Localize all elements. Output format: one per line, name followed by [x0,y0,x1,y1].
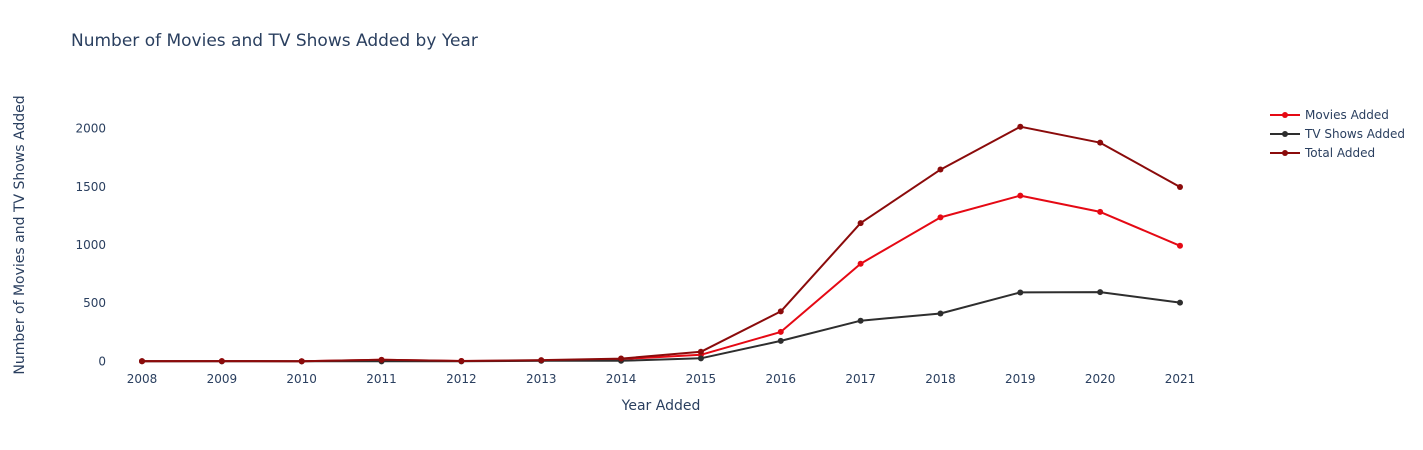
data-point[interactable] [1097,139,1104,146]
x-tick-label: 2020 [1085,372,1116,386]
y-tick-label: 500 [83,296,106,310]
y-tick-label: 2000 [75,122,106,136]
data-point[interactable] [697,355,704,362]
data-point[interactable] [218,358,225,365]
data-point[interactable] [1017,123,1024,130]
data-point[interactable] [139,358,145,365]
data-point[interactable] [857,260,864,267]
chart-title: Number of Movies and TV Shows Added by Y… [71,31,478,51]
x-tick-label: 2017 [845,372,876,386]
series-line-3 [142,125,1181,363]
data-point[interactable] [777,308,784,315]
x-tick-label: 2014 [606,372,637,386]
data-point[interactable] [298,358,305,365]
y-axis-title: Number of Movies and TV Shows Added [12,95,28,374]
x-tick-label: 2016 [765,372,796,386]
legend-marker-2[interactable] [1282,131,1288,137]
data-point[interactable] [697,348,704,355]
data-point[interactable] [458,357,465,364]
x-tick-label: 2015 [686,372,717,386]
legend-marker-1[interactable] [1282,112,1288,118]
data-point[interactable] [538,357,545,364]
legend-label-3[interactable]: Total Added [1304,146,1375,160]
x-tick-label: 2010 [286,372,317,386]
data-point[interactable] [378,356,385,363]
data-point[interactable] [777,337,784,344]
x-axis-title: Year Added [621,398,701,414]
data-point[interactable] [1177,299,1183,306]
x-tick-label: 2012 [446,372,477,386]
x-tick-label: 2008 [127,372,158,386]
series-line-2 [141,291,1181,363]
data-point[interactable] [937,214,944,221]
data-point[interactable] [1017,192,1024,199]
data-point[interactable] [1177,242,1183,249]
data-point[interactable] [857,220,864,227]
x-tick-label: 2009 [207,372,238,386]
x-tick-label: 2011 [366,372,397,386]
data-point[interactable] [1097,289,1104,296]
legend-marker-3[interactable] [1282,150,1288,156]
data-point[interactable] [1177,184,1183,191]
y-tick-label: 0 [98,354,106,368]
data-point[interactable] [1097,208,1104,215]
data-point[interactable] [618,355,625,362]
legend-label-1[interactable]: Movies Added [1305,108,1389,122]
data-point[interactable] [1017,289,1024,296]
x-tick-label: 2018 [925,372,956,386]
data-point[interactable] [777,328,784,335]
series-line-1 [141,194,1181,363]
x-tick-label: 2019 [1005,372,1036,386]
legend-label-2[interactable]: TV Shows Added [1304,127,1405,141]
y-tick-label: 1000 [75,238,106,252]
data-point[interactable] [857,317,864,324]
data-point[interactable] [937,310,944,317]
x-tick-label: 2013 [526,372,557,386]
y-tick-label: 1500 [75,180,106,194]
x-tick-label: 2021 [1165,372,1196,386]
data-point[interactable] [937,166,944,173]
